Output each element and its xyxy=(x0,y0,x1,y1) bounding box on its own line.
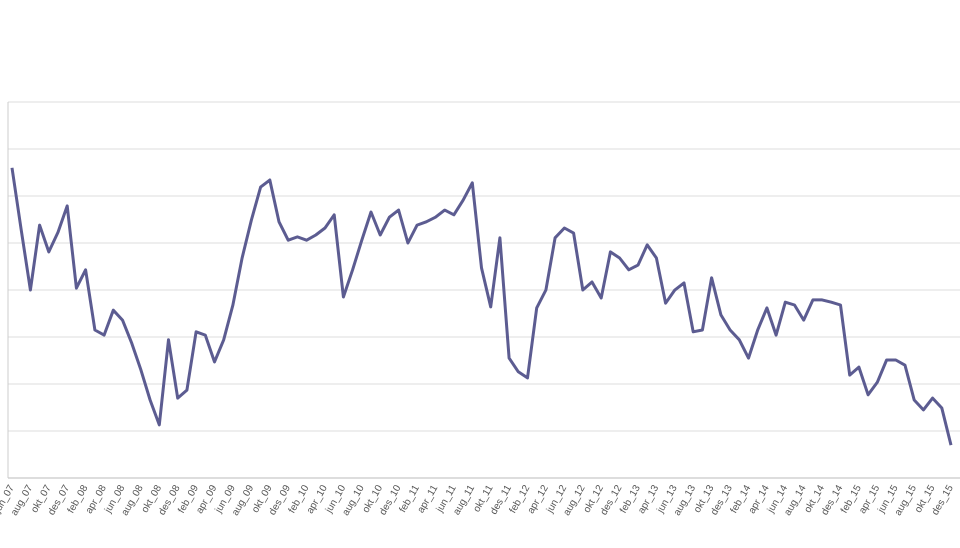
line-series xyxy=(10,167,953,446)
